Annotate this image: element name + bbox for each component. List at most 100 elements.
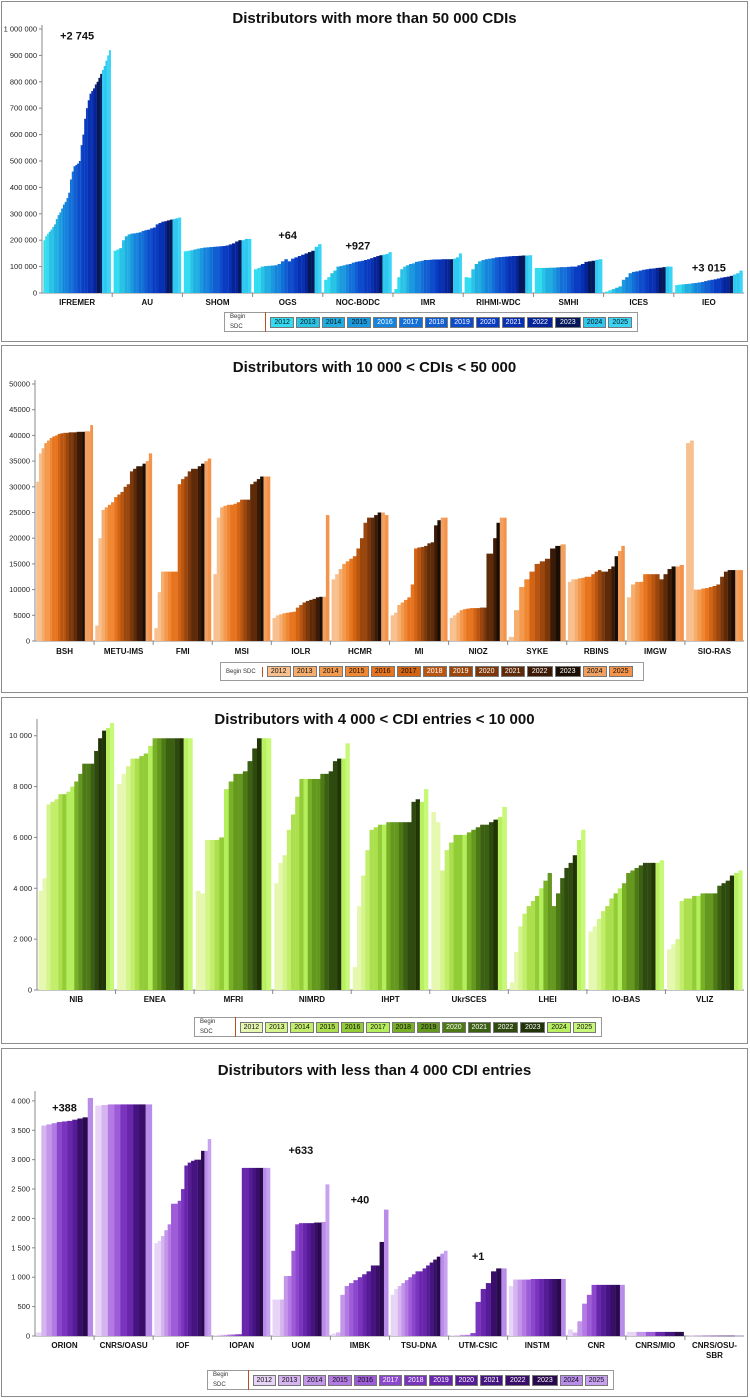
data-bar bbox=[106, 728, 111, 990]
x-category-label: TSU-DNA bbox=[401, 1341, 437, 1350]
data-bar bbox=[177, 484, 182, 641]
data-bar bbox=[725, 880, 731, 990]
data-bar bbox=[647, 862, 652, 990]
data-bar bbox=[555, 545, 561, 641]
data-bar bbox=[354, 261, 359, 293]
data-bar bbox=[686, 1335, 695, 1337]
data-bar bbox=[716, 584, 721, 641]
data-bar bbox=[543, 1278, 549, 1336]
data-bar bbox=[664, 1331, 675, 1336]
data-bar bbox=[270, 265, 275, 293]
data-bar bbox=[577, 265, 582, 293]
data-bar bbox=[183, 251, 188, 293]
data-bar bbox=[84, 431, 88, 641]
data-bar bbox=[429, 1262, 434, 1336]
x-category-label: IHPT bbox=[381, 995, 399, 1004]
data-bar bbox=[518, 926, 523, 990]
data-bar bbox=[147, 229, 151, 293]
data-bar bbox=[480, 1288, 487, 1336]
data-bar bbox=[213, 574, 217, 641]
data-bar bbox=[613, 893, 618, 990]
data-bar bbox=[485, 1283, 492, 1336]
data-bar bbox=[679, 901, 684, 990]
data-bar bbox=[177, 1200, 182, 1336]
data-bar bbox=[605, 1284, 611, 1336]
x-category-label: IEO bbox=[702, 298, 716, 307]
data-bar bbox=[429, 259, 433, 293]
legend-item-2023: 2023 bbox=[532, 1374, 558, 1386]
legend-item-2016: 2016 bbox=[353, 1374, 377, 1386]
data-bar bbox=[181, 1189, 185, 1336]
data-bar bbox=[247, 238, 252, 293]
data-bar bbox=[426, 260, 430, 293]
y-tick-label: 2 500 bbox=[11, 1185, 30, 1194]
x-category-label: BSH bbox=[56, 647, 73, 656]
legend-item-2024: 2024 bbox=[559, 1374, 583, 1386]
data-bar bbox=[79, 431, 83, 641]
data-bar bbox=[241, 1167, 246, 1336]
data-bar bbox=[658, 267, 663, 293]
data-bar bbox=[655, 1331, 665, 1336]
data-bar bbox=[687, 898, 693, 990]
data-bar bbox=[331, 579, 336, 641]
data-bar bbox=[618, 286, 622, 293]
data-bar bbox=[145, 1104, 153, 1336]
data-bar bbox=[716, 278, 721, 293]
data-bar bbox=[552, 1278, 557, 1336]
data-bar bbox=[161, 738, 167, 990]
data-bar bbox=[694, 1335, 703, 1337]
data-bar bbox=[377, 824, 383, 990]
data-bar bbox=[207, 458, 212, 641]
data-bar bbox=[303, 778, 308, 990]
data-bar bbox=[388, 252, 392, 293]
data-bar bbox=[345, 264, 349, 293]
data-bar bbox=[322, 596, 327, 641]
data-bar bbox=[157, 1240, 162, 1336]
data-bar bbox=[41, 448, 45, 641]
data-bar bbox=[447, 259, 451, 293]
data-bar bbox=[336, 266, 340, 293]
data-bar bbox=[126, 484, 131, 641]
data-bar bbox=[266, 476, 271, 641]
data-bar bbox=[299, 778, 304, 990]
data-bar bbox=[605, 906, 610, 990]
data-bar bbox=[443, 1250, 448, 1336]
data-bar bbox=[260, 476, 264, 641]
chart-panel-small-distributors: Distributors with 4 000 < CDI entries < … bbox=[1, 697, 748, 1044]
data-bar bbox=[415, 1271, 420, 1336]
x-category-label: NIOZ bbox=[469, 647, 488, 656]
data-bar bbox=[200, 893, 206, 990]
y-tick-label: 800 000 bbox=[10, 77, 37, 86]
data-bar bbox=[713, 279, 718, 293]
data-bar bbox=[216, 517, 221, 641]
data-bar bbox=[707, 280, 711, 293]
legend-item-2022: 2022 bbox=[526, 666, 553, 677]
data-bar bbox=[171, 571, 175, 641]
data-bar bbox=[138, 232, 142, 293]
data-bar bbox=[113, 250, 117, 293]
data-bar bbox=[223, 789, 229, 990]
chart-legend: Begin SDC 2012 2013 2014 2015 2016 2017 2018 20… bbox=[220, 662, 644, 681]
data-bar bbox=[256, 738, 262, 990]
data-bar bbox=[434, 525, 438, 641]
data-bar bbox=[315, 597, 320, 641]
data-bar bbox=[403, 266, 407, 293]
data-bar bbox=[689, 440, 694, 641]
data-bar bbox=[411, 263, 416, 293]
data-bar bbox=[70, 179, 72, 293]
data-bar bbox=[344, 1286, 350, 1336]
data-bar bbox=[556, 1278, 562, 1336]
data-bar bbox=[78, 773, 83, 990]
data-bar bbox=[739, 570, 743, 641]
data-bar bbox=[377, 512, 382, 641]
legend-item-2022: 2022 bbox=[505, 1374, 531, 1386]
data-bar bbox=[174, 1203, 178, 1336]
data-bar bbox=[458, 253, 462, 293]
data-bar bbox=[284, 259, 288, 293]
data-bar bbox=[534, 267, 539, 293]
data-bar bbox=[219, 246, 223, 293]
data-bar bbox=[172, 219, 176, 293]
data-bar bbox=[263, 1167, 267, 1336]
data-bar bbox=[274, 265, 278, 293]
x-category-label: METU-IMS bbox=[104, 647, 144, 656]
